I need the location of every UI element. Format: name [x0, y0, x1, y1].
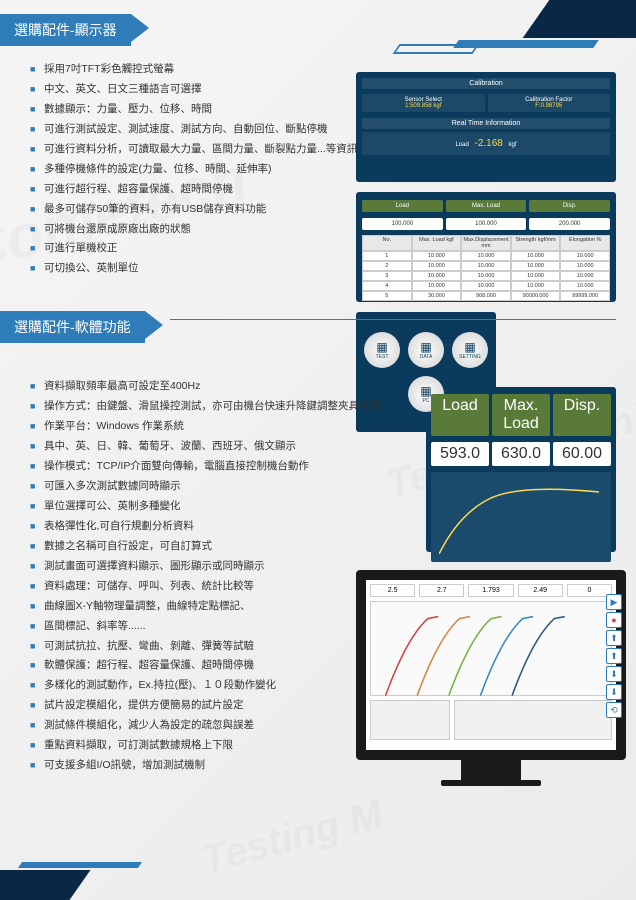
control-button[interactable]: ⬆: [606, 648, 622, 664]
section1-header: 選購配件-顯示器: [0, 0, 636, 50]
bullet-item: 可匯入多次測試數據同時顯示: [30, 477, 606, 497]
bullet-item: 資料擷取頻率最高可設定至400Hz: [30, 377, 606, 397]
bullet-item: 作業平台：Windows 作業系統: [30, 417, 606, 437]
bullet-item: 單位選擇可公、英制多種變化: [30, 497, 606, 517]
watermark: Testing M: [197, 792, 388, 883]
monitor-value: 2.5: [370, 584, 415, 597]
section2-header: 選購配件-軟體功能: [0, 297, 636, 347]
control-button[interactable]: ⟲: [606, 702, 622, 718]
data-table-screen: LoadMax. LoadDisp. 100.000100.000200.000…: [356, 192, 616, 302]
data-table: No.Max. Load kgfMax.Displacement mmStren…: [362, 235, 610, 301]
bullet-item: 操作模式：TCP/IP介面雙向傳輸，電腦直接控制機台動作: [30, 457, 606, 477]
section2-title: 選購配件-軟體功能: [0, 311, 145, 343]
bullet-item: 數據之名稱可自行設定，可自訂算式: [30, 537, 606, 557]
section1-title: 選購配件-顯示器: [0, 14, 131, 46]
monitor-value: 2.49: [518, 584, 563, 597]
control-button[interactable]: ●: [606, 612, 622, 628]
monitor-base: [441, 780, 541, 786]
control-button[interactable]: ⬇: [606, 684, 622, 700]
control-button[interactable]: ▶: [606, 594, 622, 610]
bullet-item: 表格彈性化,可自行規劃分析資料: [30, 517, 606, 537]
monitor-screen: 2.52.71.7932.490 ▶●⬆⬆⬇⬇⟲: [356, 570, 626, 760]
footer-decoration: [0, 850, 160, 900]
monitor-stand: [461, 760, 521, 780]
bullet-item: 操作方式：由鍵盤、滑鼠操控測試，亦可由機台快速升降鍵調整夾具位置: [30, 397, 606, 417]
software-monitor: 2.52.71.7932.490 ▶●⬆⬆⬇⬇⟲: [356, 570, 626, 786]
calibration-screen: Calibration Sensor Select1:509.858 kgf C…: [356, 72, 616, 182]
control-button[interactable]: ⬆: [606, 630, 622, 646]
control-button[interactable]: ⬇: [606, 666, 622, 682]
software-graph: [370, 601, 612, 696]
bullet-item: 具中、英、日、韓、葡萄牙、波蘭、西班牙、俄文顯示: [30, 437, 606, 457]
monitor-value: 2.7: [419, 584, 464, 597]
monitor-value: 1.793: [468, 584, 513, 597]
